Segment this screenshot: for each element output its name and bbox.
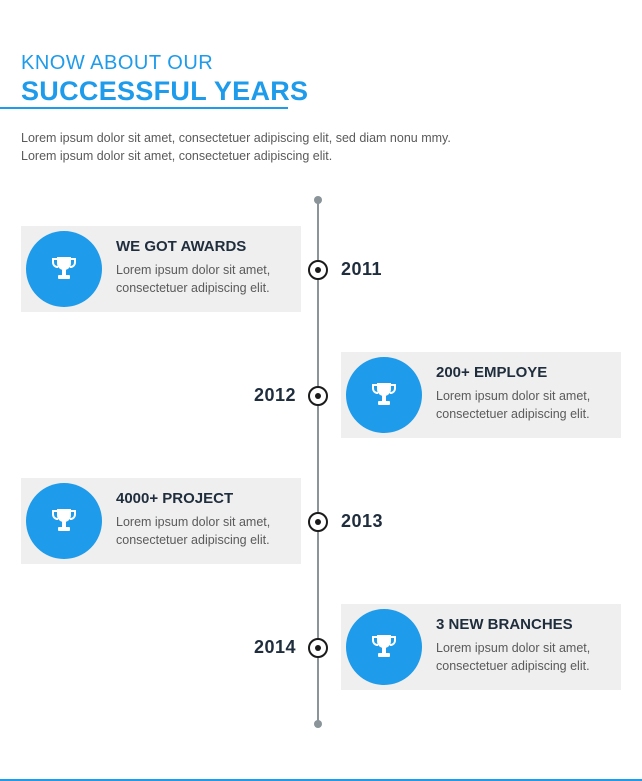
year-label-2012: 2012 bbox=[254, 385, 297, 405]
title-underline bbox=[0, 107, 288, 109]
timeline-end-dot bbox=[314, 720, 322, 728]
card-title: 3 NEW BRANCHES bbox=[436, 616, 573, 633]
year-label-2013: 2013 bbox=[341, 511, 384, 531]
card-text: Lorem ipsum dolor sit amet, consectetuer… bbox=[116, 263, 271, 295]
trophy-icon bbox=[372, 635, 396, 657]
trophy-icon-circle bbox=[26, 483, 102, 559]
intro-text: Lorem ipsum dolor sit amet, consectetuer… bbox=[21, 131, 451, 163]
timeline-card-employees: 200+ EMPLOYE Lorem ipsum dolor sit amet,… bbox=[341, 352, 621, 438]
card-title: 200+ EMPLOYE bbox=[436, 364, 548, 381]
trophy-icon-circle bbox=[346, 357, 422, 433]
trophy-icon bbox=[52, 257, 76, 279]
timeline-line bbox=[317, 199, 319, 724]
trophy-icon bbox=[372, 383, 396, 405]
section-kicker: KNOW ABOUT OUR bbox=[21, 52, 214, 74]
card-text: Lorem ipsum dolor sit amet, consectetuer… bbox=[436, 641, 591, 673]
card-text: Lorem ipsum dolor sit amet, consectetuer… bbox=[116, 515, 271, 547]
card-text: Lorem ipsum dolor sit amet, consectetuer… bbox=[436, 389, 591, 421]
timeline-node-2014 bbox=[308, 638, 328, 658]
year-label-2014: 2014 bbox=[254, 637, 297, 657]
trophy-icon-circle bbox=[346, 609, 422, 685]
timeline-node-2013 bbox=[308, 512, 328, 532]
card-title: 4000+ PROJECT bbox=[116, 490, 234, 507]
timeline-card-branches: 3 NEW BRANCHES Lorem ipsum dolor sit ame… bbox=[341, 604, 621, 690]
bottom-rule bbox=[0, 779, 642, 781]
timeline-node-2012 bbox=[308, 386, 328, 406]
card-title: WE GOT AWARDS bbox=[116, 238, 247, 255]
timeline-node-2011 bbox=[308, 260, 328, 280]
page-title: SUCCESSFUL YEARS bbox=[21, 76, 309, 106]
timeline-card-awards: WE GOT AWARDS Lorem ipsum dolor sit amet… bbox=[21, 226, 301, 312]
timeline-card-projects: 4000+ PROJECT Lorem ipsum dolor sit amet… bbox=[21, 478, 301, 564]
timeline-start-dot bbox=[314, 196, 322, 204]
trophy-icon-circle bbox=[26, 231, 102, 307]
trophy-icon bbox=[52, 509, 76, 531]
year-label-2011: 2011 bbox=[341, 259, 383, 279]
